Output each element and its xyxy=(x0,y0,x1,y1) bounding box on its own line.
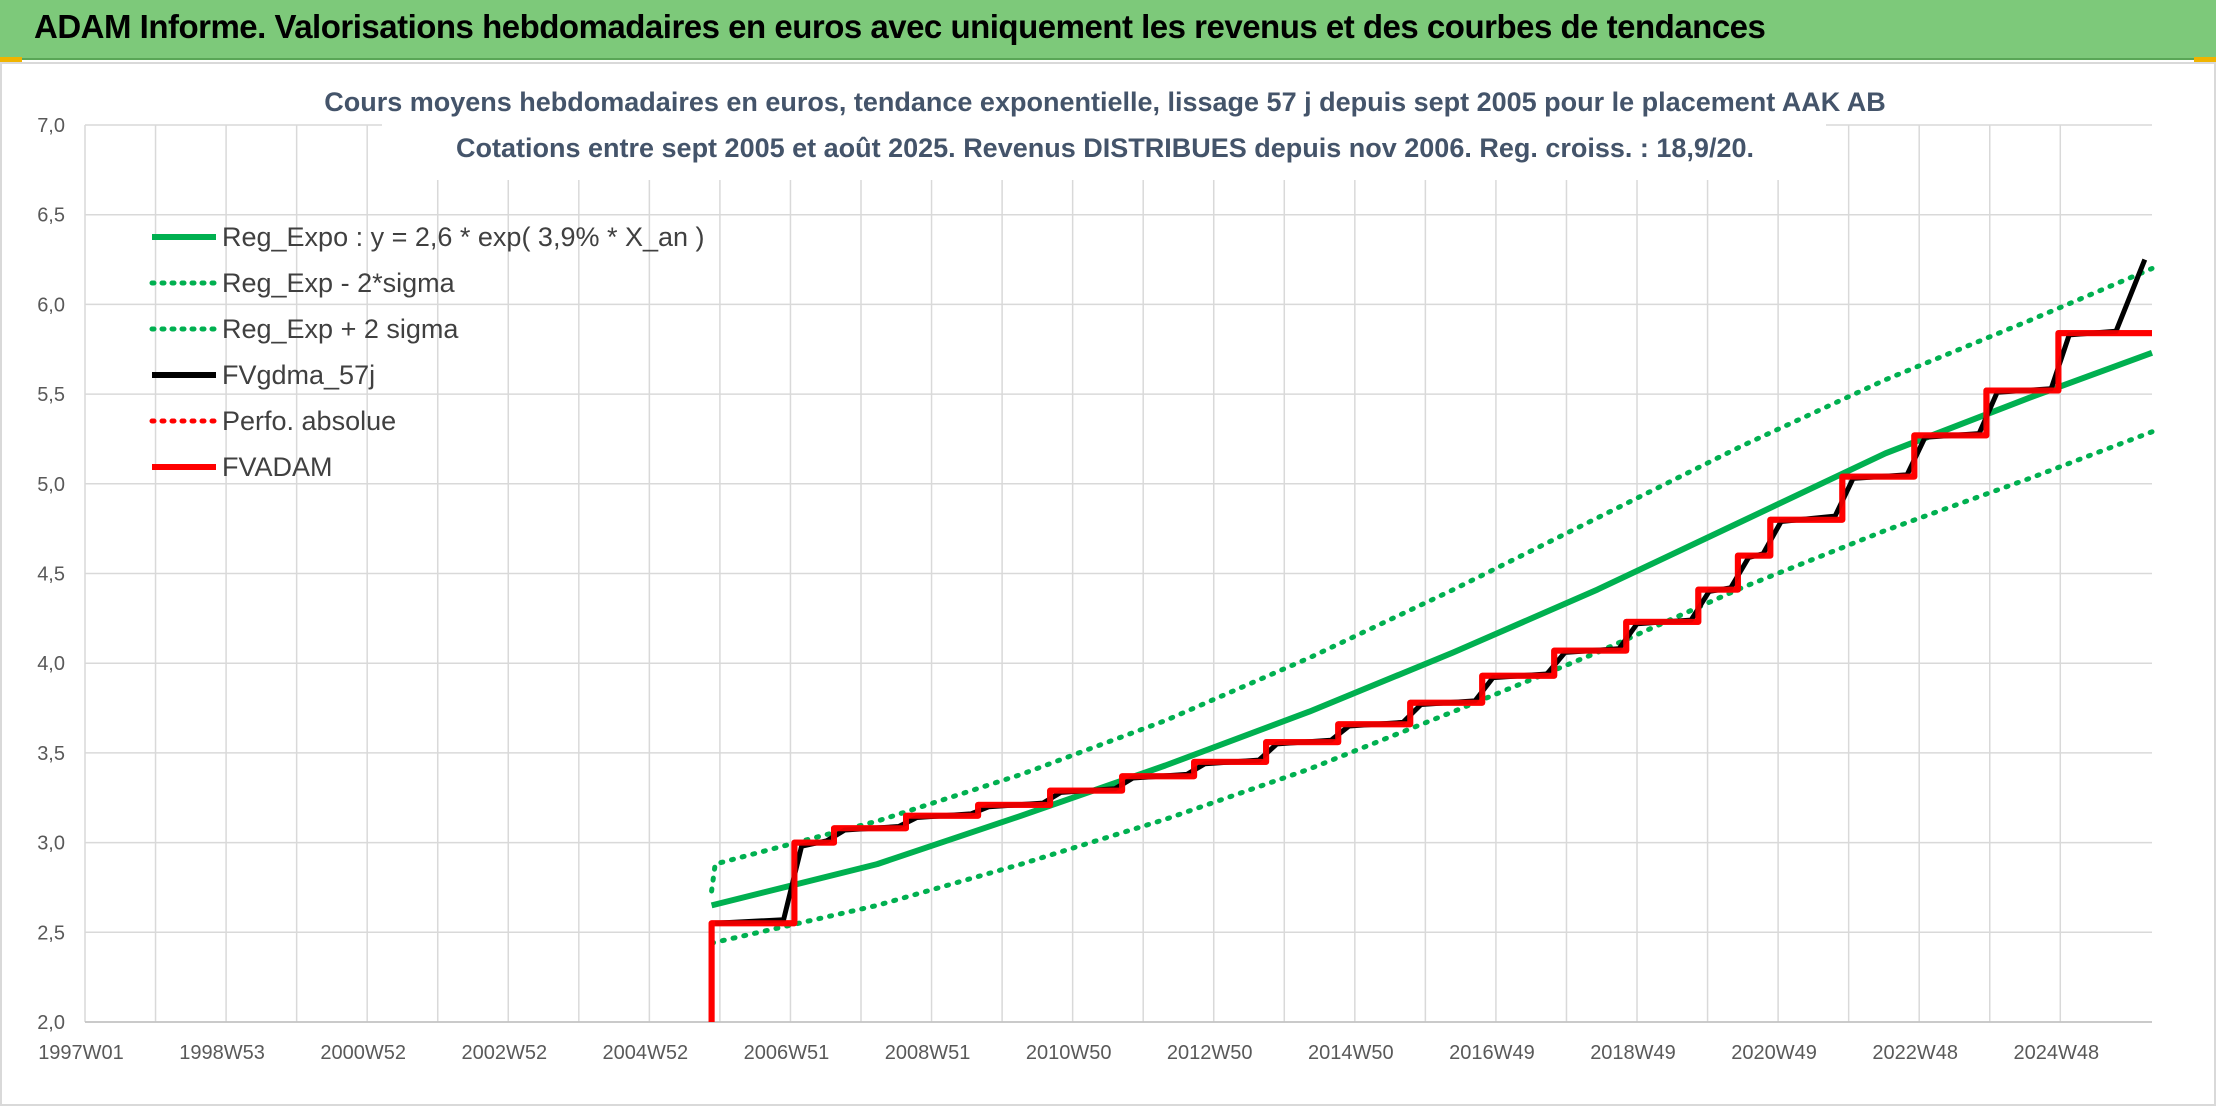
x-tick-label: 2020W49 xyxy=(1731,1042,1817,1064)
x-axis-ticks: 1997W01 1998W53 2000W52 2002W52 2004W52 2006W… xyxy=(38,1042,2099,1064)
y-tick-label: 3,5 xyxy=(37,743,65,765)
y-tick-label: 6,5 xyxy=(37,205,65,227)
title-backdrop xyxy=(382,68,1826,180)
series-line-fvadam-overlay xyxy=(708,330,2152,1022)
y-tick-label: 5,5 xyxy=(37,384,65,406)
chart-area: 2,0 2,5 3,0 3,5 4,0 4,5 5,0 5,5 6,0 6,5 7,0 1997W0… xyxy=(0,62,2216,1106)
line-chart: 2,0 2,5 3,0 3,5 4,0 4,5 5,0 5,5 6,0 6,5 7,0 1997W0… xyxy=(37,68,2155,1064)
x-tick-label: 2024W48 xyxy=(2013,1042,2099,1064)
page-title: ADAM Informe. Valorisations hebdomadaire… xyxy=(34,8,1766,45)
y-tick-label: 5,0 xyxy=(37,474,65,496)
x-tick-label: 2012W50 xyxy=(1167,1042,1253,1064)
y-tick-label: 7,0 xyxy=(37,115,65,137)
legend-label: Reg_Exp + 2 sigma xyxy=(222,314,459,344)
chart-titles: Cours moyens hebdomadaires en euros, ten… xyxy=(324,68,1886,180)
x-tick-label: 2010W50 xyxy=(1026,1042,1112,1064)
header-banner: ADAM Informe. Valorisations hebdomadaire… xyxy=(0,0,2216,60)
y-tick-label: 3,0 xyxy=(37,833,65,855)
chart-subtitle: Cotations entre sept 2005 et août 2025. … xyxy=(456,133,1754,163)
x-tick-label: 2022W48 xyxy=(1872,1042,1958,1064)
chart-title: Cours moyens hebdomadaires en euros, ten… xyxy=(324,87,1885,117)
corner-marker-right xyxy=(2194,57,2216,63)
y-tick-label: 4,0 xyxy=(37,653,65,675)
legend-label: Perfo. absolue xyxy=(222,406,396,436)
legend: Reg_Expo : y = 2,6 * exp( 3,9% * X_an ) R… xyxy=(149,222,705,482)
x-tick-label: 2008W51 xyxy=(885,1042,971,1064)
x-tick-label: 2014W50 xyxy=(1308,1042,1394,1064)
series-line-5 xyxy=(715,258,2148,926)
legend-label: Reg_Expo : y = 2,6 * exp( 3,9% * X_an ) xyxy=(222,222,705,252)
x-tick-label: 2016W49 xyxy=(1449,1042,1535,1064)
x-tick-label: 2018W49 xyxy=(1590,1042,1676,1064)
gridlines xyxy=(84,124,2152,1023)
legend-label: FVgdma_57j xyxy=(222,360,375,390)
y-axis-ticks: 2,0 2,5 3,0 3,5 4,0 4,5 5,0 5,5 6,0 6,5 7,0 xyxy=(37,115,65,1034)
x-tick-label: 1998W53 xyxy=(179,1042,265,1064)
y-tick-label: 4,5 xyxy=(37,564,65,586)
legend-label: FVADAM xyxy=(222,452,333,482)
y-tick-label: 2,0 xyxy=(37,1012,65,1034)
x-tick-label: 2002W52 xyxy=(461,1042,547,1064)
y-tick-label: 2,5 xyxy=(37,922,65,944)
y-tick-label: 6,0 xyxy=(37,294,65,316)
series-line-3 xyxy=(709,266,2155,894)
corner-marker-left xyxy=(0,57,22,63)
series-line-2 xyxy=(709,429,2155,946)
legend-label: Reg_Exp - 2*sigma xyxy=(222,268,456,298)
x-tick-label: 2006W51 xyxy=(744,1042,830,1064)
series-lines xyxy=(708,258,2155,1022)
x-tick-label: 2004W52 xyxy=(603,1042,689,1064)
x-tick-label: 2000W52 xyxy=(320,1042,406,1064)
x-tick-label: 1997W01 xyxy=(38,1042,124,1064)
